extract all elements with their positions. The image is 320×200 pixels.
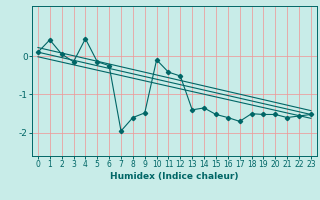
X-axis label: Humidex (Indice chaleur): Humidex (Indice chaleur) (110, 172, 239, 181)
